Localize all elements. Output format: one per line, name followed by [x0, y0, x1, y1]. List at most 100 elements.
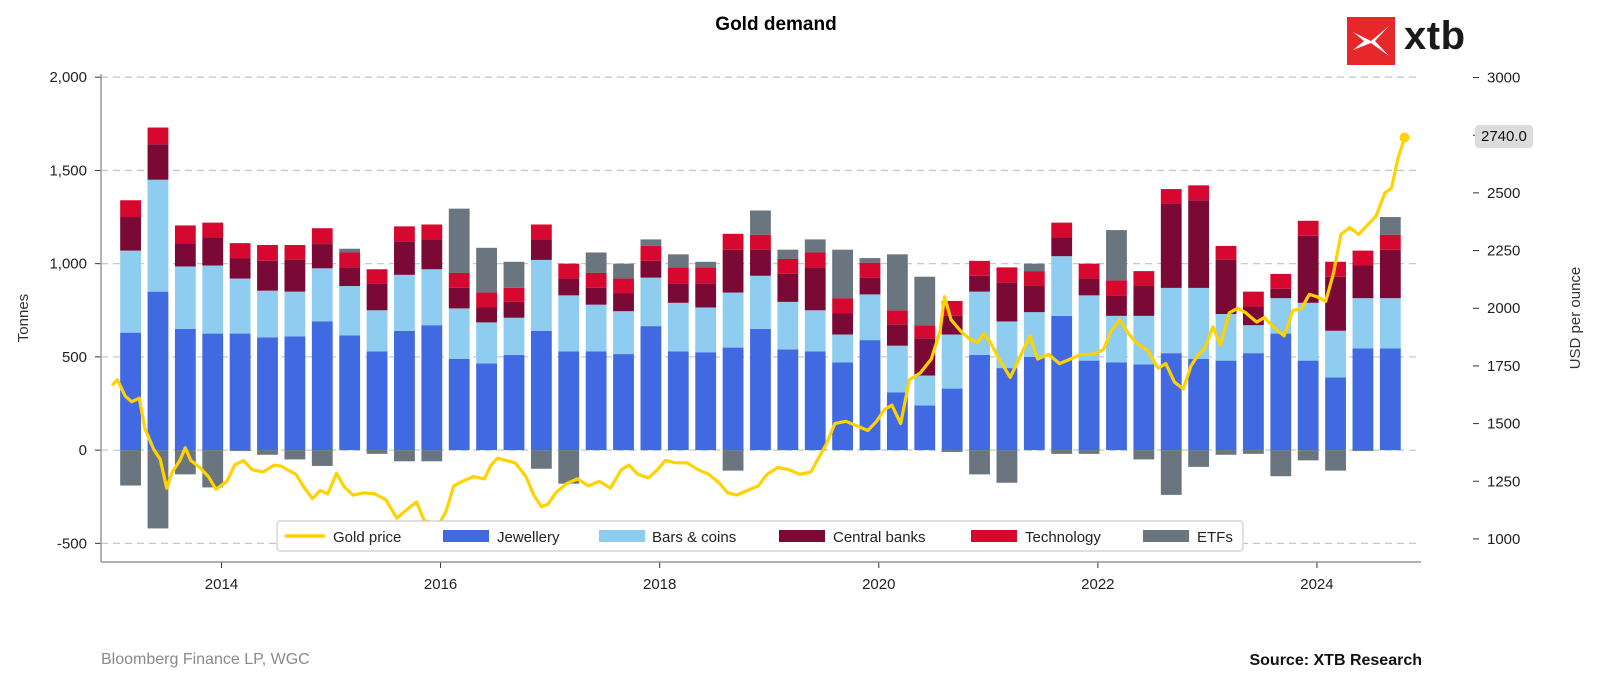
bar-bars-coins-2020Q1 — [886, 345, 908, 393]
legend-label-jewellery: Jewellery — [497, 529, 560, 546]
bar-central-banks-2014Q1 — [229, 258, 251, 279]
bar-central-banks-2021Q3 — [1051, 237, 1073, 257]
bar-bars-coins-2023Q1 — [1215, 314, 1237, 361]
bar-central-banks-2022Q4 — [1188, 200, 1210, 288]
bar-technology-2024Q2 — [1352, 250, 1374, 266]
bar-jewellery-2015Q3 — [394, 330, 415, 451]
bar-jewellery-2023Q2 — [1242, 353, 1264, 451]
y2-tick-label: 1250 — [1487, 473, 1520, 490]
bar-technology-2023Q2 — [1242, 291, 1264, 307]
bar-etfs-2018Q1 — [667, 254, 689, 268]
bar-bars-coins-2019Q2 — [804, 310, 826, 352]
bar-jewellery-2023Q4 — [1297, 360, 1319, 451]
bar-central-banks-2024Q2 — [1352, 265, 1374, 299]
x-tick-label: 2018 — [643, 576, 676, 593]
bar-central-banks-2019Q3 — [832, 313, 854, 335]
y2-tick-label: 1750 — [1487, 358, 1520, 375]
bar-jewellery-2013Q1 — [120, 332, 141, 451]
bar-bars-coins-2017Q3 — [613, 311, 634, 355]
y2-axis-label: USD per ounce — [1567, 267, 1584, 370]
bar-central-banks-2020Q2 — [914, 338, 936, 376]
bar-central-banks-2018Q2 — [695, 283, 717, 308]
bar-etfs-2022Q4 — [1188, 450, 1210, 467]
y-tick-label: 1,500 — [49, 162, 87, 179]
bar-bars-coins-2021Q3 — [1051, 256, 1073, 316]
bar-central-banks-2018Q3 — [722, 249, 744, 293]
bar-central-banks-2021Q4 — [1078, 278, 1100, 296]
bar-central-banks-2014Q3 — [284, 259, 306, 292]
brand-name: xtb — [1404, 14, 1466, 58]
bar-technology-2019Q2 — [804, 252, 826, 268]
bar-jewellery-2018Q3 — [722, 347, 744, 451]
bar-jewellery-2021Q1 — [996, 368, 1018, 451]
bar-central-banks-2016Q1 — [448, 287, 470, 309]
bar-technology-2015Q3 — [394, 226, 415, 242]
x-tick-label: 2024 — [1300, 576, 1333, 593]
bar-jewellery-2021Q3 — [1051, 315, 1073, 451]
bar-technology-2021Q2 — [1023, 271, 1045, 287]
bar-jewellery-2019Q4 — [859, 340, 881, 451]
bar-bars-coins-2013Q4 — [202, 265, 224, 334]
bar-jewellery-2014Q3 — [284, 336, 306, 451]
bar-etfs-2020Q1 — [886, 254, 908, 311]
bar-central-banks-2016Q4 — [530, 239, 552, 260]
bar-etfs-2021Q2 — [1023, 263, 1045, 272]
bar-etfs-2019Q2 — [804, 239, 826, 253]
bar-central-banks-2022Q3 — [1160, 203, 1182, 288]
bar-technology-2016Q2 — [476, 292, 497, 308]
bar-bars-coins-2015Q4 — [421, 269, 443, 326]
legend-marker-jewellery — [443, 530, 489, 542]
bar-central-banks-2019Q4 — [859, 277, 881, 295]
bar-central-banks-2023Q2 — [1242, 306, 1264, 326]
bar-etfs-2023Q2 — [1242, 450, 1264, 454]
bar-technology-2014Q3 — [284, 245, 306, 260]
bar-central-banks-2013Q4 — [202, 237, 224, 266]
bar-central-banks-2020Q4 — [969, 275, 990, 292]
y2-tick-label: 2000 — [1487, 300, 1520, 317]
bar-technology-2021Q1 — [996, 267, 1018, 283]
bar-bars-coins-2015Q1 — [339, 286, 361, 336]
bar-jewellery-2021Q4 — [1078, 360, 1100, 451]
bar-central-banks-2018Q4 — [750, 249, 771, 276]
bar-bars-coins-2023Q2 — [1242, 325, 1264, 354]
bar-etfs-2021Q3 — [1051, 450, 1073, 454]
xtb-logo-icon — [1347, 17, 1395, 65]
bar-technology-2022Q1 — [1106, 280, 1127, 296]
bar-jewellery-2016Q1 — [448, 358, 470, 451]
bar-central-banks-2015Q4 — [421, 239, 443, 270]
bar-bars-coins-2014Q4 — [311, 268, 333, 322]
bar-bars-coins-2021Q1 — [996, 321, 1018, 369]
bar-technology-2023Q4 — [1297, 220, 1319, 236]
bar-jewellery-2024Q2 — [1352, 348, 1374, 451]
bar-etfs-2018Q2 — [695, 261, 717, 268]
y2-tick-label: 1000 — [1487, 531, 1520, 548]
bar-jewellery-2017Q3 — [613, 354, 634, 451]
stacked-bars — [120, 127, 1401, 529]
bar-central-banks-2013Q2 — [147, 144, 169, 180]
x-tick-label: 2022 — [1081, 576, 1114, 593]
xtb-logo: xtb — [1347, 14, 1472, 65]
bar-jewellery-2013Q2 — [147, 291, 169, 451]
bar-jewellery-2017Q2 — [585, 351, 607, 451]
bar-central-banks-2021Q1 — [996, 282, 1018, 322]
bar-jewellery-2019Q3 — [832, 362, 854, 451]
bar-technology-2019Q1 — [777, 258, 799, 274]
bar-jewellery-2022Q2 — [1133, 364, 1155, 451]
bar-etfs-2015Q2 — [366, 450, 388, 454]
bar-technology-2024Q3 — [1379, 234, 1401, 250]
bar-etfs-2017Q4 — [640, 239, 662, 246]
legend: Gold price Jewellery Bars & coins Central b… — [276, 520, 1244, 552]
y2-tick-label: 2500 — [1487, 185, 1520, 202]
bar-etfs-2014Q3 — [284, 450, 306, 460]
bar-bars-coins-2018Q1 — [667, 302, 689, 352]
bar-bars-coins-2022Q3 — [1160, 287, 1182, 354]
bar-bars-coins-2017Q1 — [558, 295, 580, 352]
bar-bars-coins-2016Q2 — [476, 322, 497, 364]
bar-jewellery-2019Q2 — [804, 351, 826, 451]
gold-price-last-point — [1399, 132, 1410, 143]
bar-bars-coins-2018Q4 — [750, 275, 771, 329]
bar-central-banks-2014Q2 — [257, 260, 278, 291]
bar-etfs-2023Q4 — [1297, 450, 1319, 461]
bar-etfs-2017Q2 — [585, 252, 607, 273]
bar-technology-2018Q2 — [695, 267, 717, 284]
